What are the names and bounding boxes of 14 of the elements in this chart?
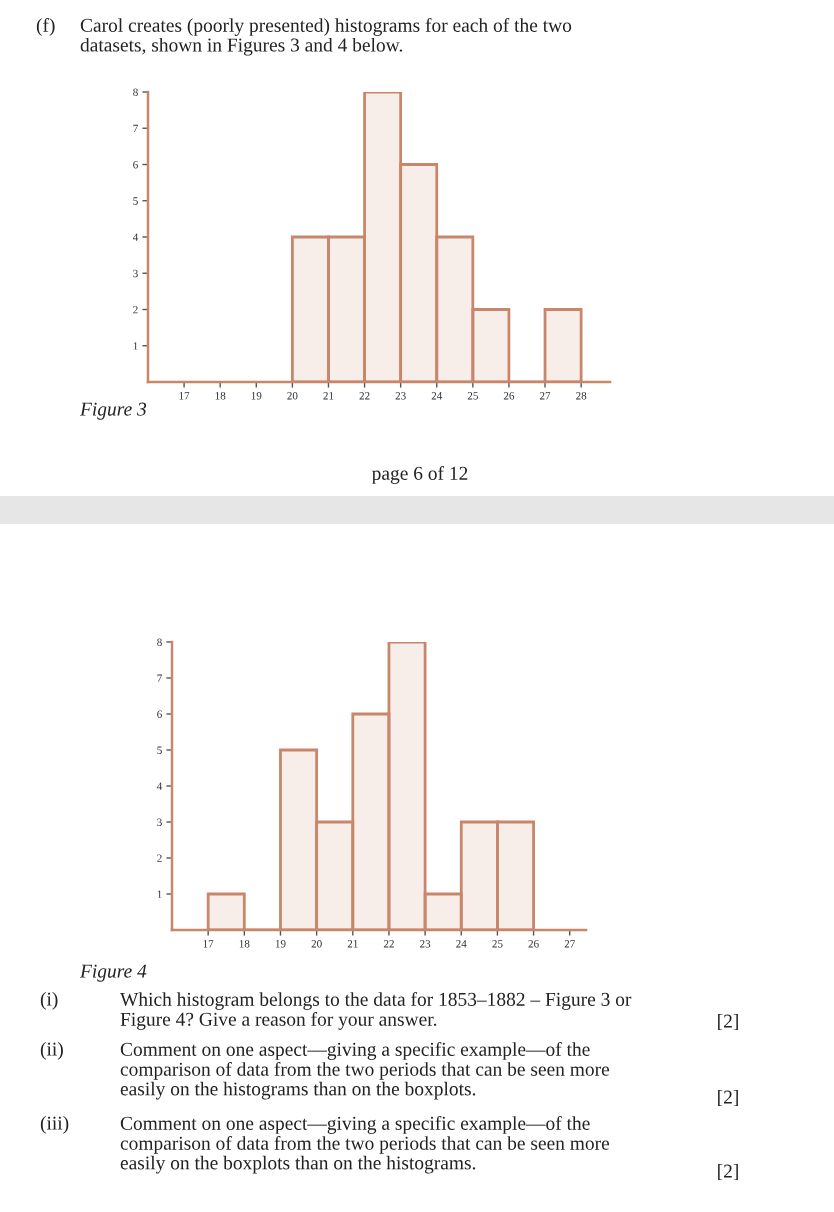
text: (f) bbox=[36, 18, 55, 36]
text: [2] bbox=[718, 1164, 738, 1181]
text: Which histogram belongs to the data for 1853–1882 – Figure 3 or Figure 4? Give a reason for your answer. bbox=[120, 992, 632, 1030]
text: [2] bbox=[718, 1090, 738, 1107]
text: Comment on one aspect—giving a specific example—of the comparison of data from the two periods that can be seen more easily on the histograms than on the boxplots. bbox=[120, 1042, 610, 1100]
text: page 6 of 12 bbox=[371, 466, 468, 484]
text: [2] bbox=[718, 1014, 738, 1031]
caption: Figure 3 bbox=[79, 402, 147, 420]
text: (ii) bbox=[40, 1042, 63, 1060]
caption: Figure 4 bbox=[79, 964, 147, 982]
text: (i) bbox=[40, 992, 58, 1010]
text: Comment on one aspect—giving a specific example—of the comparison of data from the two periods that can be seen more easily on the boxplots than on the histograms. bbox=[120, 1116, 610, 1174]
text: (iii) bbox=[40, 1116, 69, 1134]
text: Carol creates (poorly presented) histograms for each of the two datasets, shown in Figures 3 and 4 below. bbox=[80, 18, 572, 56]
